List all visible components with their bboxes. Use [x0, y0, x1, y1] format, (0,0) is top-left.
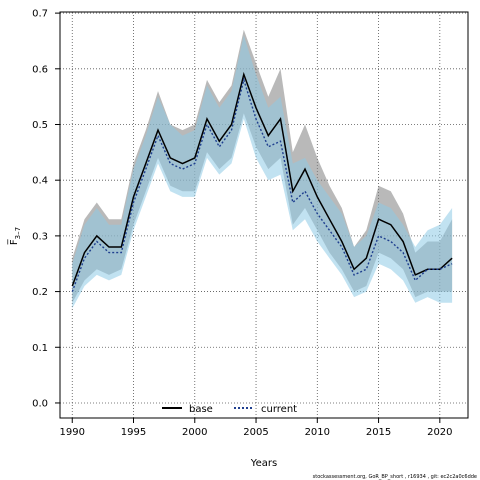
x-axis: 1990 1995 2000 2005 2010 2015 2020 [60, 418, 453, 438]
y-axis: 0.0 0.1 0.2 0.3 0.4 0.5 0.6 0.7 [32, 9, 60, 409]
legend-label-base: base [189, 404, 213, 415]
series-line-base [71, 71, 453, 287]
y-tick-label: 0.5 [32, 120, 48, 131]
x-tick-label: 2015 [366, 427, 391, 438]
y-tick-label: 0.2 [32, 287, 48, 298]
y-tick-label: 0.3 [32, 231, 48, 242]
legend-label-current: current [261, 404, 297, 415]
y-axis-label-subscript: 3–7 [14, 227, 22, 239]
series-lines [71, 71, 453, 292]
x-tick-label: 1995 [121, 427, 146, 438]
grid-lines [60, 12, 468, 418]
y-tick-label: 0.4 [32, 176, 48, 187]
series-line-current [71, 77, 453, 292]
y-tick-label: 0.0 [32, 398, 48, 409]
y-axis-label: F̅3–7 [7, 227, 22, 245]
x-tick-label: 2000 [182, 427, 207, 438]
footer-caption: stockassessment.org, GoR_BP_short , r169… [313, 474, 477, 480]
confidence-bands [72, 29, 453, 309]
plot-area-frame [59, 11, 469, 419]
y-tick-label: 0.1 [32, 343, 48, 354]
legend: base current [162, 404, 297, 415]
x-tick-label: 2020 [427, 427, 452, 438]
y-tick-label: 0.6 [32, 64, 48, 75]
x-tick-label: 2010 [305, 427, 330, 438]
x-tick-label: 1990 [60, 427, 85, 438]
svg-text:F̅3–7: F̅3–7 [7, 227, 22, 245]
y-tick-label: 0.7 [32, 9, 48, 20]
y-axis-label-main: F̅ [7, 238, 20, 245]
confidence-band-current [72, 35, 453, 309]
x-axis-label: Years [250, 458, 277, 469]
x-tick-label: 2005 [243, 427, 268, 438]
